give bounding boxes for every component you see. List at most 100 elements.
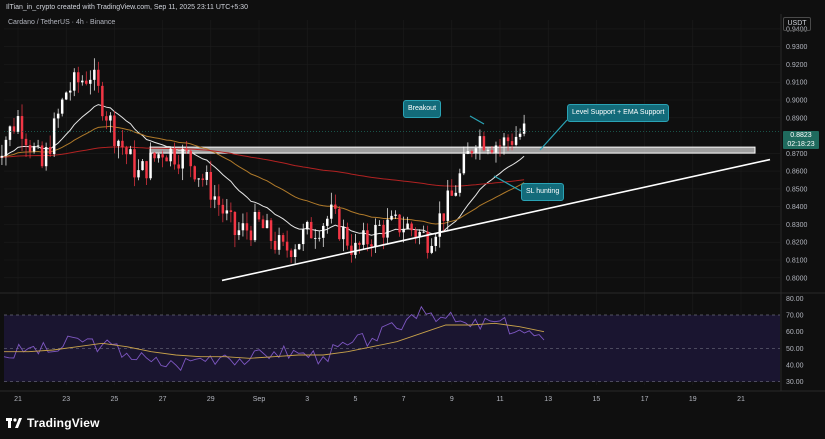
time-axis[interactable]: 21 23 25 27 29 Sep 3 5 7 9 11 13 15 17 19 21 bbox=[14, 396, 745, 403]
candle-body bbox=[77, 72, 80, 83]
candle-body bbox=[48, 147, 52, 155]
candle-body bbox=[201, 178, 205, 180]
candle-body bbox=[129, 149, 132, 155]
candle-body bbox=[177, 164, 180, 169]
price-axis[interactable]: 0.9400 0.9300 0.9200 0.9100 0.9000 0.8900 0.87… bbox=[786, 26, 808, 282]
candle-body bbox=[486, 150, 490, 151]
price-tick-label: 0.8200 bbox=[786, 240, 808, 247]
candle-body bbox=[454, 192, 458, 196]
candle-body bbox=[133, 149, 136, 178]
callout-breakout[interactable]: Breakout bbox=[403, 100, 442, 118]
candle-body bbox=[346, 226, 349, 246]
candle-body bbox=[434, 236, 437, 246]
candle-body bbox=[72, 72, 76, 91]
candle-body bbox=[482, 136, 486, 151]
rsi-tick-label: 50.00 bbox=[786, 346, 804, 353]
candle-body bbox=[249, 230, 253, 241]
ascending-trendline[interactable] bbox=[221, 158, 771, 282]
candle-body bbox=[8, 126, 12, 140]
candle-body bbox=[157, 154, 160, 159]
candle-body bbox=[293, 249, 297, 257]
candle-body bbox=[378, 224, 381, 226]
candle-body bbox=[253, 211, 257, 241]
candle-body bbox=[109, 115, 112, 121]
candle-body bbox=[318, 237, 321, 239]
time-tick-label: 17 bbox=[641, 396, 649, 403]
tradingview-brand: TradingView bbox=[27, 416, 100, 430]
candle-body bbox=[438, 213, 441, 237]
time-tick-label: 13 bbox=[544, 396, 552, 403]
price-tick-label: 0.8900 bbox=[786, 115, 808, 122]
candle-body bbox=[309, 221, 313, 239]
price-tick-label: 0.9000 bbox=[786, 98, 808, 105]
time-tick-label: 25 bbox=[111, 396, 119, 403]
candle-body bbox=[277, 235, 281, 250]
candle-body bbox=[85, 80, 88, 84]
symbol-title: Cardano / TetherUS · 4h · Binance bbox=[8, 19, 116, 26]
callout-level-support[interactable]: Level Support + EMA Support bbox=[567, 104, 670, 122]
time-tick-label: 19 bbox=[689, 396, 697, 403]
time-tick-label: 7 bbox=[402, 396, 406, 403]
candle-body bbox=[426, 231, 429, 253]
tradingview-logo-icon bbox=[6, 418, 22, 428]
price-tick-label: 0.9400 bbox=[786, 26, 808, 33]
candle-body bbox=[305, 221, 309, 230]
candle-body bbox=[117, 140, 120, 147]
rsi-axis[interactable]: 80.00 70.00 60.00 50.00 40.00 30.00 bbox=[786, 296, 804, 386]
resistance-zone bbox=[149, 146, 756, 154]
candle-body bbox=[40, 145, 44, 167]
candle-body bbox=[297, 244, 301, 250]
candle-body bbox=[165, 157, 168, 162]
time-tick-label: 9 bbox=[450, 396, 454, 403]
candle-body bbox=[213, 196, 217, 200]
time-tick-label: 23 bbox=[62, 396, 70, 403]
tradingview-logo[interactable]: TradingView bbox=[6, 416, 100, 430]
candle-body bbox=[245, 223, 249, 231]
candle-body bbox=[121, 140, 124, 148]
candle-body bbox=[12, 126, 16, 132]
candle-body bbox=[390, 215, 393, 220]
candle-body bbox=[370, 244, 373, 247]
candle-body bbox=[225, 210, 229, 214]
candle-body bbox=[153, 152, 156, 159]
current-price-value: 0.8823 bbox=[790, 132, 812, 139]
candle-body bbox=[221, 204, 225, 214]
callout-sl-hunting[interactable]: SL hunting bbox=[521, 183, 565, 201]
candle-body bbox=[233, 211, 237, 236]
candle-body bbox=[422, 231, 425, 233]
candle-body bbox=[330, 204, 333, 219]
candle-body bbox=[44, 147, 48, 167]
candle-body bbox=[4, 139, 8, 156]
candle-body bbox=[285, 241, 289, 251]
candle-body bbox=[502, 137, 506, 146]
candle-body bbox=[326, 218, 329, 226]
candle-body bbox=[64, 92, 68, 100]
candle-body bbox=[24, 138, 28, 146]
candle-body bbox=[56, 113, 60, 119]
time-tick-label: 11 bbox=[496, 396, 503, 403]
rsi-line bbox=[3, 305, 545, 372]
candle-body bbox=[269, 220, 273, 241]
candle-body bbox=[322, 225, 325, 238]
currency-button[interactable]: USDT bbox=[783, 17, 811, 31]
candle-body bbox=[362, 230, 365, 245]
candle-body bbox=[125, 147, 128, 155]
candle-body bbox=[241, 223, 245, 231]
current-price-tag: 0.8823 02:18:23 bbox=[783, 131, 819, 149]
price-tick-label: 0.8600 bbox=[786, 169, 808, 176]
candle-body bbox=[105, 116, 108, 121]
candle-body bbox=[450, 190, 454, 196]
time-tick-label: 29 bbox=[207, 396, 215, 403]
candle-body bbox=[522, 123, 526, 134]
moving-averages bbox=[0, 104, 525, 236]
price-tick-label: 0.9200 bbox=[786, 62, 808, 69]
candle-body bbox=[137, 170, 140, 178]
candle-body bbox=[205, 172, 209, 180]
time-tick-label: 21 bbox=[737, 396, 745, 403]
candle-body bbox=[257, 211, 261, 220]
candle-body bbox=[466, 151, 470, 154]
candle-body bbox=[510, 141, 514, 145]
price-tick-label: 0.9300 bbox=[786, 44, 808, 51]
candle-body bbox=[398, 214, 401, 233]
